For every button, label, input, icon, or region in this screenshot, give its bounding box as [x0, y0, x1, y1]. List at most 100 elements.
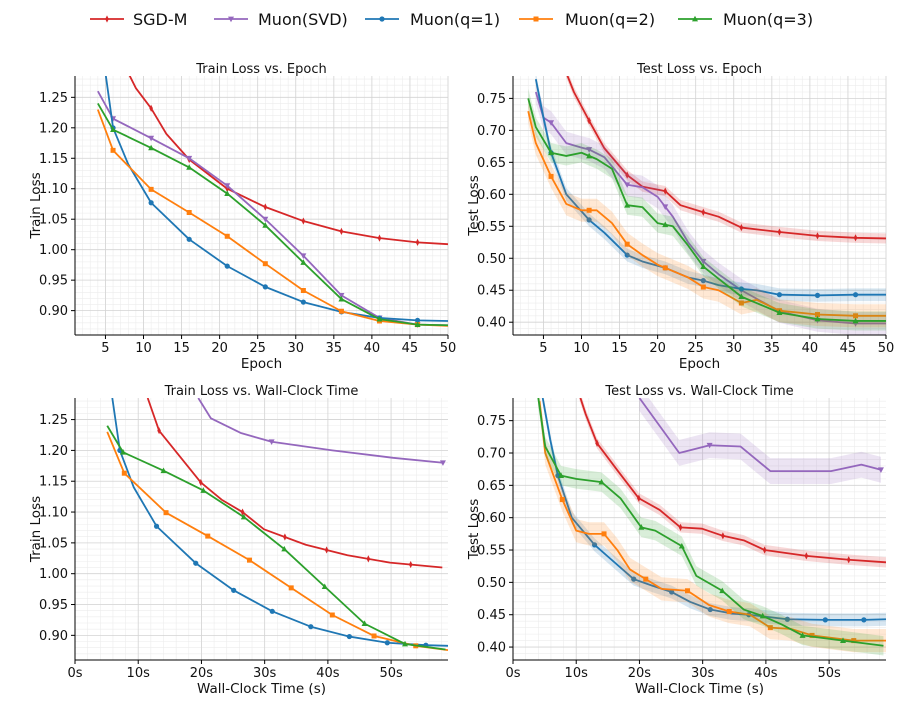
chart2-marker-muon-q-3 [361, 620, 368, 627]
chart2-marker-muon-q-3 [321, 583, 328, 590]
chart3-xtick-label: 30s [691, 666, 715, 681]
chart1-marker-muon-q-3 [814, 315, 821, 322]
major-grid [513, 76, 887, 335]
chart1-marker-muon-svd [662, 204, 669, 210]
chart3-title: Test Loss vs. Wall-Clock Time [604, 384, 793, 399]
chart2-xtick-label: 40s [316, 666, 340, 681]
chart3-ytick-label: 0.75 [477, 414, 506, 429]
legend-marker-sgd-m [105, 15, 109, 23]
chart2-marker-sgd-m [408, 560, 413, 569]
chart3-marker-muon-q-2 [601, 531, 607, 537]
chart1-xtick-label: 45 [840, 341, 857, 356]
chart1-marker-muon-q-3 [586, 152, 593, 159]
chart-test-loss-time-svg: 0s 10s 20s 30s 40s 50s 0.40 0.45 0.50 0.55 0.60 0.6… [466, 384, 886, 697]
chart0-xtick-label: 5 [101, 341, 109, 356]
chart2-marker-muon-q-3 [200, 487, 207, 493]
chart1-marker-muon-q-1 [776, 292, 783, 298]
legend-svg: SGD-M Muon(SVD) Muon(q=1) Muon(q=2) Muon(q=3… [90, 10, 813, 29]
chart3-marker-muon-q-2 [809, 632, 815, 638]
chart2-xtick-label: 50s [379, 666, 403, 681]
legend-label-muon-q-1: Muon(q=1) [410, 10, 500, 29]
chart0-line-muon-q-1 [104, 76, 448, 322]
chart1-ytick-label: 0.65 [477, 156, 506, 171]
chart2-marker-muon-q-3 [120, 449, 127, 455]
legend-marker-muon-q-3 [692, 15, 698, 22]
chart2-marker-muon-svd [268, 439, 275, 445]
chart0-series-group [96, 76, 448, 328]
chart0-line-sgd-m [128, 76, 448, 246]
chart2-ytick-label: 1.15 [39, 475, 68, 490]
chart0-xtick-label: 10 [135, 341, 152, 356]
chart1-marker-muon-q-3 [624, 201, 631, 208]
chart3-xtick-label: 40s [754, 666, 778, 681]
chart0-ytick-label: 0.95 [39, 274, 68, 289]
chart3-marker-muon-q-2 [559, 497, 565, 503]
chart2-xlabel: Wall-Clock Time (s) [197, 681, 326, 697]
chart2-ylabel: Train Loss [28, 496, 44, 563]
chart2-marker-sgd-m [199, 478, 203, 487]
major-grid [75, 76, 449, 335]
chart3-marker-muon-q-1 [669, 589, 675, 595]
chart2-marker-muon-q-1 [269, 608, 275, 614]
chart0-marker-muon-q-2 [186, 210, 192, 216]
chart3-marker-muon-q-1 [631, 576, 637, 582]
chart0-marker-muon-q-3 [224, 190, 231, 197]
legend-item-muon-q-1: Muon(q=1) [365, 10, 500, 29]
chart2-line-muon-q-3 [106, 425, 446, 651]
chart0-marker-muon-svd [262, 216, 269, 223]
chart3-marker-muon-q-3 [719, 587, 726, 594]
chart0-marker-muon-q-2 [148, 186, 154, 192]
chart1-ytick-label: 0.50 [477, 252, 506, 267]
chart-test-loss-epoch-svg: 5 10 15 20 25 30 35 40 45 50 0.40 0.45 0.50 0.55 0.60 0… [466, 62, 894, 372]
chart0-marker-muon-q-3 [186, 164, 193, 170]
chart3-marker-sgd-m [846, 556, 851, 564]
chart3-xtick-label: 10s [565, 666, 589, 681]
chart1-ytick-label: 0.55 [477, 220, 506, 235]
chart0-xtick-label: 50 [440, 341, 457, 356]
chart0-xtick-label: 25 [249, 341, 266, 356]
chart3-marker-muon-q-3 [638, 524, 645, 530]
chart3-xtick-label: 20s [628, 666, 652, 681]
chart0-xtick-label: 45 [402, 341, 419, 356]
chart0-marker-muon-q-1 [262, 284, 268, 290]
chart0-xtick-label: 20 [211, 341, 228, 356]
chart2-marker-muon-q-2 [163, 510, 169, 516]
legend-marker-muon-q-2 [533, 16, 539, 22]
chart3-ytick-label: 0.50 [477, 576, 506, 591]
chart-test-loss-time: 0s 10s 20s 30s 40s 50s 0.40 0.45 0.50 0.55 0.60 0.6… [438, 378, 897, 700]
chart1-xtick-label: 35 [764, 341, 781, 356]
chart3-marker-muon-q-2 [684, 588, 690, 594]
chart2-marker-muon-q-2 [121, 470, 127, 476]
chart0-ytick-label: 1.25 [39, 91, 68, 106]
legend-label-muon-q-3: Muon(q=3) [723, 10, 813, 29]
chart2-ytick-label: 1.05 [39, 536, 68, 551]
chart2-line-muon-q-2 [106, 431, 448, 652]
chart3-band-muon-q-2 [539, 398, 886, 653]
chart0-marker-muon-svd [300, 253, 307, 259]
chart1-marker-muon-q-2 [700, 284, 706, 290]
chart3-ytick-label: 0.60 [477, 511, 506, 526]
legend-label-sgd-m: SGD-M [133, 10, 187, 29]
chart0-xlabel: Epoch [241, 356, 282, 372]
chart0-marker-muon-q-1 [300, 299, 306, 305]
chart0-marker-muon-svd [186, 155, 193, 162]
chart2-xtick-label: 10s [127, 666, 151, 681]
chart3-marker-muon-q-1 [784, 616, 790, 622]
chart3-marker-muon-q-3 [840, 637, 847, 643]
chart1-ytick-label: 0.75 [477, 92, 506, 107]
chart3-marker-muon-q-1 [707, 606, 713, 613]
chart3-marker-sgd-m [678, 523, 683, 531]
chart1-xtick-label: 10 [573, 341, 590, 356]
chart1-xtick-label: 20 [649, 341, 666, 356]
chart3-marker-sgd-m [762, 546, 767, 554]
chart1-xtick-label: 25 [687, 341, 704, 356]
chart1-marker-muon-q-1 [852, 292, 859, 298]
chart0-marker-muon-q-1 [414, 317, 421, 323]
chart0-marker-sgd-m [415, 238, 420, 246]
chart3-marker-muon-q-1 [822, 617, 828, 623]
chart0-ylabel: Train Loss [28, 172, 44, 239]
chart0-xtick-label: 30 [287, 341, 304, 356]
chart3-marker-muon-svd [877, 467, 884, 474]
chart1-xtick-label: 5 [539, 341, 547, 356]
chart0-marker-muon-svd [148, 135, 155, 142]
